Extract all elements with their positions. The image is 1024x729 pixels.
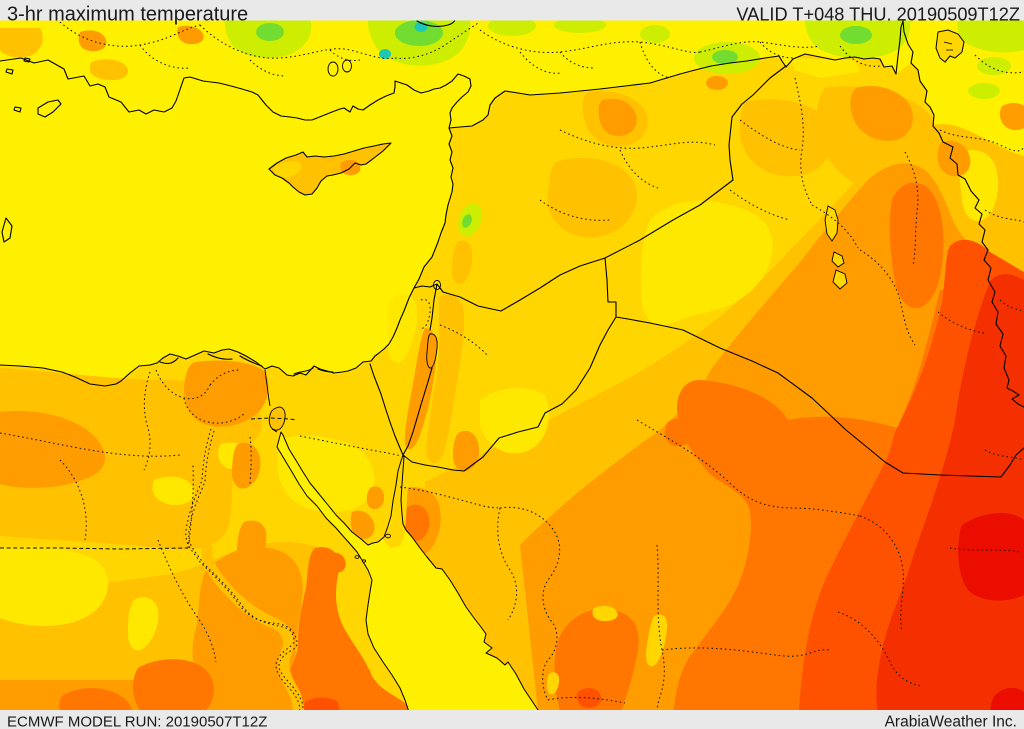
svg-text:VALID T+048 THU. 20190509T12Z: VALID T+048 THU. 20190509T12Z (736, 5, 1020, 25)
svg-text:3-hr maximum temperature: 3-hr maximum temperature (7, 4, 248, 26)
svg-text:ArabiaWeather Inc.: ArabiaWeather Inc. (885, 714, 1017, 729)
svg-text:ECMWF MODEL RUN: 20190507T12Z: ECMWF MODEL RUN: 20190507T12Z (7, 714, 267, 729)
